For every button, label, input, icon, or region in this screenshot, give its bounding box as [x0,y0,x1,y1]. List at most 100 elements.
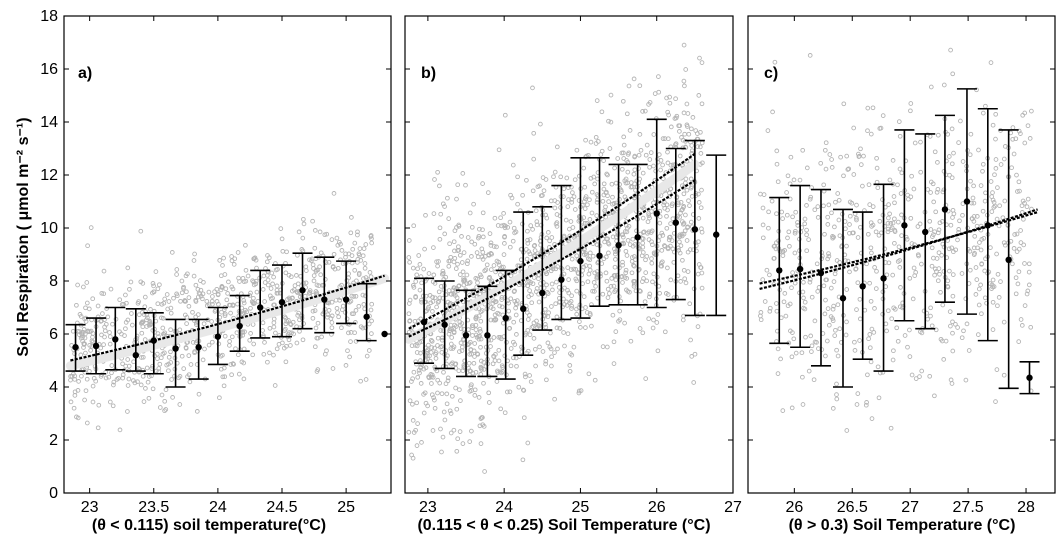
scatter-point [554,212,560,217]
scatter-point [511,225,517,231]
scatter-point [342,310,348,315]
scatter-point [582,252,587,257]
scatter-point [680,317,686,323]
scatter-point [481,380,486,386]
scatter-point [116,375,121,381]
scatter-point [340,303,346,309]
scatter-point [417,370,422,376]
error-bar [832,208,853,388]
scatter-point [417,287,423,293]
scatter-point [569,352,575,358]
scatter-point [934,256,940,261]
scatter-point [329,313,335,319]
scatter-point [336,314,341,320]
scatter-point [774,308,780,314]
scatter-point [835,191,841,196]
scatter-point [1019,323,1025,328]
scatter-point [177,402,183,407]
scatter-point [138,382,144,388]
scatter-point [83,350,88,356]
panel-b-frame [404,15,734,494]
scatter-point [656,89,662,95]
scatter-point [932,229,937,235]
scatter-point [250,278,255,284]
scatter-point [932,272,937,278]
error-bar [207,306,228,366]
scatter-point [681,191,687,197]
bin-mean-point [172,345,179,352]
scatter-point [464,281,470,287]
scatter-point [534,219,540,224]
scatter-point [995,303,1000,309]
bin-mean-point [859,283,866,290]
scatter-point [594,213,600,218]
scatter-point [411,430,417,435]
scatter-point [1020,198,1026,204]
scatter-point [925,316,930,322]
scatter-point [1024,204,1030,210]
scatter-point [438,284,444,289]
scatter-point [632,278,638,284]
scatter-point [793,228,798,234]
scatter-point [586,371,592,377]
error-bar [356,282,377,342]
scatter-point [360,292,366,298]
scatter-point [295,313,301,318]
panel-c-axes: 26 26.5 27 27.5 28 [747,15,1056,516]
scatter-point [250,300,256,305]
scatter-point [514,302,519,307]
scatter-point [146,395,152,401]
scatter-point [1009,165,1014,171]
scatter-point [217,258,223,263]
scatter-point [680,257,685,263]
scatter-point [543,324,549,330]
scatter-point [406,255,412,260]
scatter-point [844,153,850,159]
scatter-point [677,232,683,238]
scatter-point [356,272,362,277]
bin-mean-point [321,296,328,303]
error-bar [86,317,107,375]
scatter-point [1013,275,1019,281]
scatter-point [81,327,87,332]
scatter-point [261,273,267,279]
scatter-point [570,225,576,230]
scatter-point [946,154,952,159]
scatter-point [974,214,980,219]
scatter-point [883,284,889,289]
scatter-point [625,289,631,294]
scatter-point [948,222,954,228]
scatter-point [569,200,575,205]
scatter-point [629,270,635,276]
scatter-point [502,353,508,359]
scatter-point [533,363,538,369]
scatter-point [136,312,142,318]
scatter-point [363,242,369,247]
scatter-point [891,348,896,354]
scatter-point [464,261,470,267]
scatter-point [913,376,919,381]
scatter-point [546,310,551,316]
scatter-point [625,169,631,175]
scatter-point [515,201,520,207]
scatter-point [1022,110,1028,116]
scatter-point [166,299,172,304]
scatter-point [466,360,472,366]
scatter-point [789,405,795,411]
scatter-point [785,173,791,179]
scatter-point [192,350,197,356]
scatter-point [599,109,605,115]
scatter-point [547,238,552,244]
scatter-point [322,277,328,282]
scatter-point [314,369,320,374]
scatter-point [569,256,575,262]
scatter-point [1022,303,1028,308]
scatter-point [83,305,88,311]
scatter-point [915,224,921,229]
scatter-point [580,249,586,255]
scatter-point [872,306,877,311]
scatter-point [329,325,335,331]
scatter-point [78,352,84,358]
scatter-point [136,365,141,371]
scatter-point [184,289,189,295]
